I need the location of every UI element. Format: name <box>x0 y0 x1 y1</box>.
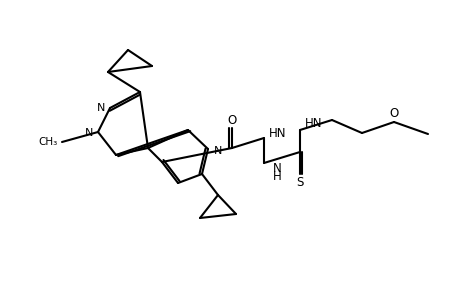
Text: N: N <box>96 103 105 113</box>
Text: O: O <box>388 106 398 119</box>
Text: N: N <box>272 161 281 175</box>
Text: HN: HN <box>269 127 286 140</box>
Text: N: N <box>84 128 93 138</box>
Text: H: H <box>272 169 281 182</box>
Text: N: N <box>213 146 222 156</box>
Text: HN: HN <box>305 116 322 130</box>
Text: S: S <box>296 176 303 190</box>
Text: CH₃: CH₃ <box>39 137 58 147</box>
Text: O: O <box>227 113 236 127</box>
